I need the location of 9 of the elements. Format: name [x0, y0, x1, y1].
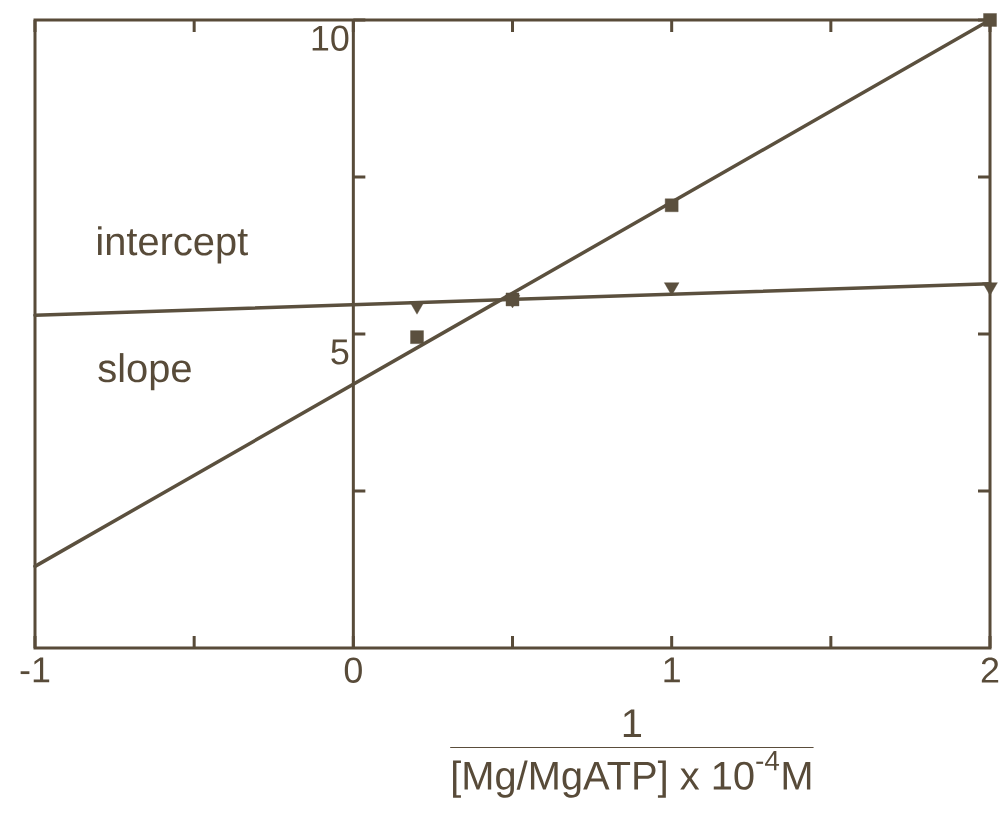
x-axis-title: $\frac{\text{1}}{\text{[Mg/MgATP] x 10}^{\text{-4}}\text{M}}$	[450, 709, 814, 798]
y-tick-label: 5	[331, 339, 349, 365]
y-tick-label: 10	[312, 25, 349, 51]
x-tick-label: 0	[344, 657, 362, 683]
x-tick-label: -1	[20, 657, 50, 683]
annotation: intercept	[98, 226, 248, 264]
annotation: slope	[98, 353, 191, 391]
x-tick-label: 1	[664, 657, 680, 683]
x-tick-label: 2	[981, 657, 999, 683]
